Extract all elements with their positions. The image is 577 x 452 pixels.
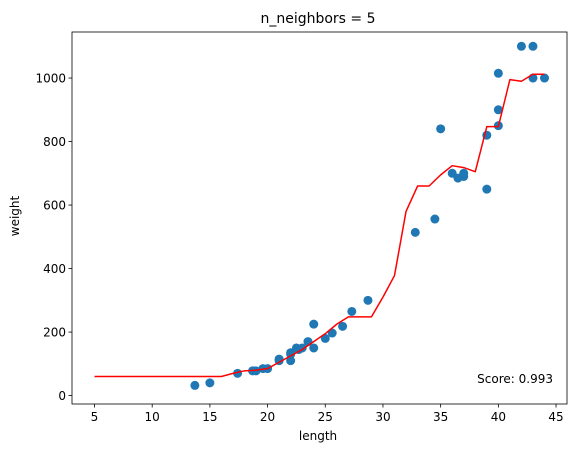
x-tick-label: 15	[202, 410, 217, 424]
data-point	[459, 168, 469, 178]
data-point	[309, 319, 319, 329]
x-tick-label: 45	[548, 410, 563, 424]
y-tick-label: 1000	[35, 72, 66, 86]
data-point	[205, 378, 215, 388]
x-tick-label: 30	[375, 410, 390, 424]
prediction-line	[94, 73, 545, 378]
plot-area	[94, 41, 549, 390]
data-point	[493, 105, 503, 115]
x-tick-label: 20	[260, 410, 275, 424]
data-point	[190, 380, 200, 390]
data-point	[482, 184, 492, 194]
data-point	[493, 68, 503, 78]
x-tick-label: 25	[318, 410, 333, 424]
data-point	[436, 124, 446, 134]
y-tick-label: 800	[43, 135, 66, 149]
data-point	[410, 227, 420, 237]
data-point	[338, 321, 348, 331]
data-point	[309, 343, 319, 353]
data-point	[363, 295, 373, 305]
y-axis-label: weight	[8, 195, 22, 236]
data-point	[286, 356, 296, 366]
data-point	[347, 306, 357, 316]
y-tick-label: 400	[43, 262, 66, 276]
data-point	[430, 214, 440, 224]
data-point	[528, 41, 538, 51]
x-tick-label: 35	[433, 410, 448, 424]
data-point	[327, 328, 337, 338]
score-annotation: Score: 0.993	[477, 372, 553, 386]
y-tick-label: 200	[43, 326, 66, 340]
y-tick-label: 0	[58, 389, 66, 403]
data-point	[516, 41, 526, 51]
x-tick-label: 10	[145, 410, 160, 424]
data-point	[540, 73, 549, 83]
x-tick-label: 40	[491, 410, 506, 424]
x-axis-label: length	[299, 429, 337, 443]
data-point	[320, 333, 330, 343]
y-tick-label: 600	[43, 199, 66, 213]
axes: 5 10 15 20 25 30 35 40 45 0 200 400 600 800 1000	[35, 31, 568, 424]
axes-frame	[71, 31, 568, 405]
x-tick-label: 5	[91, 410, 99, 424]
chart-title: n_neighbors = 5	[260, 11, 375, 27]
